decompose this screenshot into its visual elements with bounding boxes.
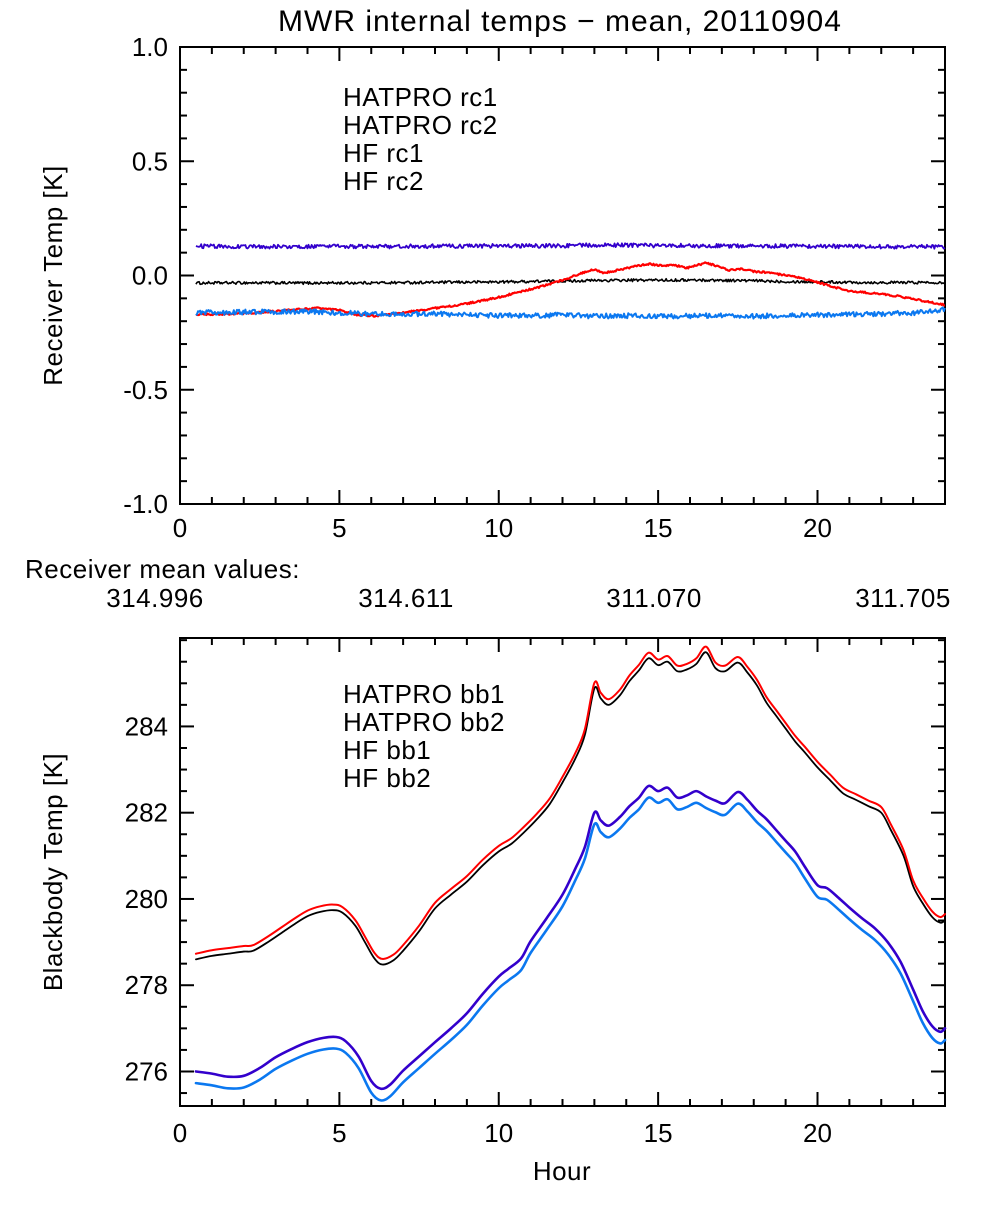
legend-entry-hf-bb2: HF bb2 — [343, 763, 431, 793]
series-line-hf-rc2 — [195, 306, 946, 320]
x-tick-label: 10 — [484, 1118, 513, 1148]
y-tick-label: 276 — [125, 1056, 168, 1086]
x-tick-label: 0 — [173, 513, 187, 543]
receiver-mean-values-row: Receiver mean values: 314.996 314.611 31… — [25, 554, 951, 613]
figure-title: MWR internal temps − mean, 20110904 — [278, 5, 842, 38]
top-legend: HATPRO rc1 HATPRO rc2 HF rc1 HF rc2 — [343, 82, 498, 196]
mean-value-0: 314.996 — [106, 583, 203, 613]
y-tick-label: 282 — [125, 798, 168, 828]
legend-entry-hatpro-bb2: HATPRO bb2 — [343, 707, 505, 737]
series-line-hatpro-rc1 — [195, 277, 946, 286]
top-y-axis-label: Receiver Temp [K] — [38, 165, 68, 385]
legend-entry-hatpro-bb1: HATPRO bb1 — [343, 679, 505, 709]
x-tick-label: 15 — [644, 1118, 673, 1148]
top-ticks: 0 5 10 15 20 1.0 0.5 0.0 -0.5 -1.0 — [123, 32, 946, 543]
top-series — [195, 242, 946, 320]
series-line-hf-bb1 — [194, 784, 947, 1091]
legend-entry-hf-bb1: HF bb1 — [343, 735, 431, 765]
legend-entry-hf-rc1: HF rc1 — [343, 138, 424, 168]
y-tick-label: 284 — [125, 711, 168, 741]
x-tick-label: 5 — [332, 513, 346, 543]
mean-value-1: 314.611 — [358, 583, 454, 613]
bottom-x-axis-label: Hour — [533, 1156, 591, 1186]
legend-entry-hatpro-rc1: HATPRO rc1 — [343, 82, 498, 112]
series-line-hatpro-rc2 — [195, 261, 946, 318]
y-tick-label: 1.0 — [132, 32, 168, 62]
x-tick-label: 10 — [484, 513, 513, 543]
x-tick-label: 0 — [173, 1118, 187, 1148]
top-plot-frame — [179, 46, 946, 505]
series-line-hatpro-bb1 — [195, 651, 946, 966]
bottom-legend: HATPRO bb1 HATPRO bb2 HF bb1 HF bb2 — [343, 679, 505, 793]
x-tick-label: 5 — [332, 1118, 346, 1148]
bottom-series — [194, 645, 947, 1102]
top-panel: Receiver Temp [K] 0 5 10 15 20 1.0 0.5 0.0 -0.5 -… — [38, 32, 946, 543]
x-tick-label: 20 — [803, 513, 832, 543]
x-tick-label: 15 — [644, 513, 673, 543]
series-line-hf-rc1 — [195, 242, 946, 250]
series-line-hf-bb2 — [194, 796, 947, 1102]
bottom-plot-frame — [179, 637, 946, 1107]
y-tick-label: 280 — [125, 884, 168, 914]
bottom-ticks: 0 5 10 15 20 276 278 280 282 284 — [125, 638, 946, 1148]
receiver-mean-values-label: Receiver mean values: — [25, 554, 300, 584]
mean-value-3: 311.705 — [855, 583, 951, 613]
legend-entry-hatpro-rc2: HATPRO rc2 — [343, 110, 498, 140]
legend-entry-hf-rc2: HF rc2 — [343, 166, 424, 196]
y-tick-label: -1.0 — [123, 489, 168, 519]
y-tick-label: 278 — [125, 970, 168, 1000]
x-tick-label: 20 — [803, 1118, 832, 1148]
y-tick-label: -0.5 — [123, 375, 168, 405]
bottom-panel: Blackbody Temp [K] Hour 0 5 10 15 20 276 278 28… — [38, 637, 947, 1186]
bottom-y-axis-label: Blackbody Temp [K] — [38, 753, 68, 991]
mean-value-2: 311.070 — [606, 583, 702, 613]
y-tick-label: 0.5 — [132, 146, 168, 176]
series-line-hatpro-bb2 — [194, 645, 946, 960]
y-tick-label: 0.0 — [132, 261, 168, 291]
